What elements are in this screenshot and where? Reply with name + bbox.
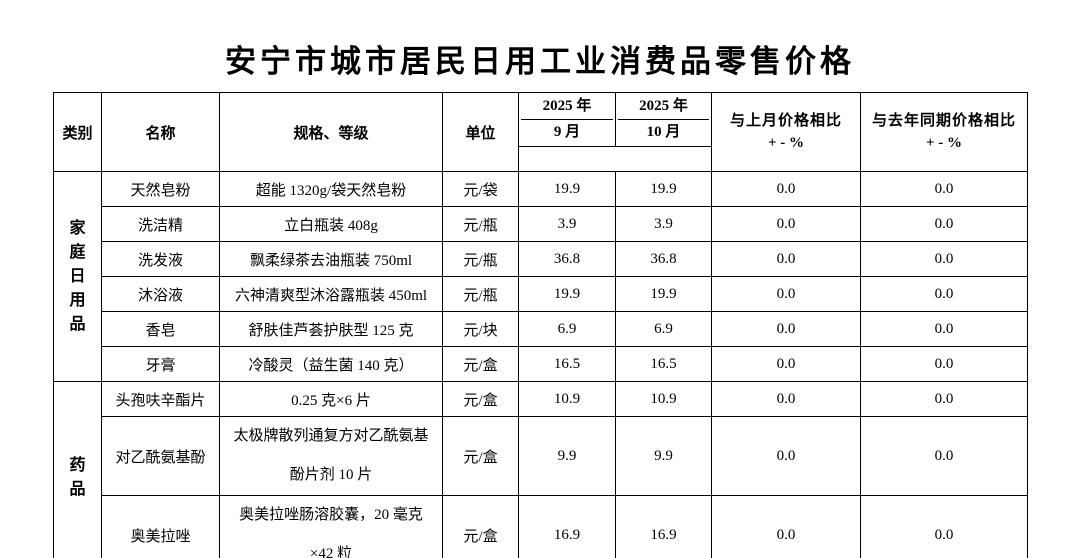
cell-mom: 0.0 (711, 206, 861, 242)
header-sep-month: 9 月 (553, 124, 581, 140)
cell-name: 奥美拉唑 (101, 495, 220, 558)
cell-price-oct: 16.9 (615, 495, 712, 558)
cell-price-sep: 19.9 (518, 276, 616, 312)
table-row: 药品 头孢呋辛酯片 0.25 克×6 片 元/盒 10.9 10.9 0.0 0… (53, 381, 1028, 558)
cell-yoy: 0.0 (860, 495, 1028, 558)
category-label: 药品 (69, 457, 86, 498)
header-name: 名称 (101, 92, 220, 172)
cell-mom: 0.0 (711, 276, 861, 312)
cell-price-sep: 19.9 (518, 171, 616, 207)
cell-spec: 0.25 克×6 片 (219, 381, 443, 417)
header-oct-2025: 2025 年 10 月 (615, 92, 712, 147)
header-row-1: 类别 名称 规格、等级 单位 2025 年 9 月 2025 年 10 月 与上… (53, 92, 1028, 172)
cell-name: 香皂 (101, 311, 220, 347)
header-vs-last-year-label: 与去年同期价格相比 (871, 113, 1016, 129)
cell-price-sep: 16.5 (518, 346, 616, 382)
cell-unit: 元/瓶 (442, 206, 519, 242)
category-cell-household: 家庭日用品 (53, 171, 102, 382)
cell-spec: 奥美拉唑肠溶胶囊，20 毫克×42 粒 (219, 495, 443, 558)
cell-price-oct: 16.5 (615, 346, 712, 382)
cell-mom: 0.0 (711, 241, 861, 277)
cell-price-sep: 3.9 (518, 206, 616, 242)
cell-unit: 元/盒 (442, 416, 519, 496)
cell-name: 对乙酰氨基酚 (101, 416, 220, 496)
header-oct-year: 2025 年 (618, 94, 709, 120)
cell-price-sep: 6.9 (518, 311, 616, 347)
cell-mom: 0.0 (711, 311, 861, 347)
cell-mom: 0.0 (711, 346, 861, 382)
header-spec: 规格、等级 (219, 92, 443, 172)
cell-price-oct: 9.9 (615, 416, 712, 496)
cell-name: 天然皂粉 (101, 171, 220, 207)
cell-mom: 0.0 (711, 416, 861, 496)
header-vs-last-year-sign: + - % (925, 135, 963, 151)
table-row: 香皂 舒肤佳芦荟护肤型 125 克 元/块 6.9 6.9 0.0 0.0 (54, 311, 1028, 347)
category-label: 家庭日用品 (69, 219, 86, 333)
header-category: 类别 (53, 92, 102, 172)
cell-price-oct: 10.9 (615, 381, 712, 417)
cell-spec: 舒肤佳芦荟护肤型 125 克 (219, 311, 443, 347)
cell-price-sep: 10.9 (518, 381, 616, 417)
header-vs-last-month-sign: + - % (767, 135, 805, 151)
cell-yoy: 0.0 (860, 206, 1028, 242)
header-vs-last-month-label: 与上月价格相比 (729, 113, 842, 129)
cell-spec: 太极牌散列通复方对乙酰氨基酚片剂 10 片 (219, 416, 443, 496)
cell-mom: 0.0 (711, 495, 861, 558)
table-row: 洗发液 飘柔绿茶去油瓶装 750ml 元/瓶 36.8 36.8 0.0 0.0 (54, 241, 1028, 277)
cell-mom: 0.0 (711, 171, 861, 207)
cell-unit: 元/块 (442, 311, 519, 347)
cell-name: 头孢呋辛酯片 (101, 381, 220, 417)
table-row: 家庭日用品 天然皂粉 超能 1320g/袋天然皂粉 元/袋 19.9 19.9 … (53, 171, 1028, 382)
cell-unit: 元/盒 (442, 346, 519, 382)
cell-name: 沐浴液 (101, 276, 220, 312)
header-sep-2025: 2025 年 9 月 (518, 92, 616, 147)
header-oct-month: 10 月 (646, 124, 681, 140)
cell-name: 洗洁精 (101, 206, 220, 242)
header-vs-last-month: 与上月价格相比 + - % (711, 92, 861, 172)
table-row: 牙膏 冷酸灵（益生菌 140 克） 元/盒 16.5 16.5 0.0 0.0 (54, 346, 1028, 382)
cell-yoy: 0.0 (860, 416, 1028, 496)
header-vs-last-year: 与去年同期价格相比 + - % (860, 92, 1028, 172)
cell-unit: 元/盒 (442, 381, 519, 417)
cell-spec: 飘柔绿茶去油瓶装 750ml (219, 241, 443, 277)
cell-unit: 元/盒 (442, 495, 519, 558)
cell-spec: 冷酸灵（益生菌 140 克） (219, 346, 443, 382)
cell-price-oct: 36.8 (615, 241, 712, 277)
cell-price-oct: 6.9 (615, 311, 712, 347)
cell-yoy: 0.0 (860, 381, 1028, 417)
cell-spec: 立白瓶装 408g (219, 206, 443, 242)
cell-unit: 元/瓶 (442, 276, 519, 312)
page-title: 安宁市城市居民日用工业消费品零售价格 (225, 44, 855, 79)
cell-mom: 0.0 (711, 381, 861, 417)
table-row: 奥美拉唑 奥美拉唑肠溶胶囊，20 毫克×42 粒 元/盒 16.9 16.9 0… (54, 495, 1028, 558)
cell-unit: 元/袋 (442, 171, 519, 207)
header-sep-year: 2025 年 (521, 94, 613, 120)
cell-name: 牙膏 (101, 346, 220, 382)
cell-name: 洗发液 (101, 241, 220, 277)
cell-yoy: 0.0 (860, 241, 1028, 277)
cell-spec: 超能 1320g/袋天然皂粉 (219, 171, 443, 207)
cell-price-sep: 9.9 (518, 416, 616, 496)
cell-price-oct: 3.9 (615, 206, 712, 242)
cell-price-oct: 19.9 (615, 276, 712, 312)
table-row: 沐浴液 六神清爽型沐浴露瓶装 450ml 元/瓶 19.9 19.9 0.0 0… (54, 276, 1028, 312)
cell-unit: 元/瓶 (442, 241, 519, 277)
cell-price-oct: 19.9 (615, 171, 712, 207)
cell-yoy: 0.0 (860, 276, 1028, 312)
cell-spec: 六神清爽型沐浴露瓶装 450ml (219, 276, 443, 312)
cell-yoy: 0.0 (860, 171, 1028, 207)
cell-yoy: 0.0 (860, 346, 1028, 382)
cell-price-sep: 36.8 (518, 241, 616, 277)
table-row: 洗洁精 立白瓶装 408g 元/瓶 3.9 3.9 0.0 0.0 (54, 206, 1028, 242)
cell-yoy: 0.0 (860, 311, 1028, 347)
cell-price-sep: 16.9 (518, 495, 616, 558)
header-unit: 单位 (442, 92, 519, 172)
category-cell-medicine: 药品 (53, 381, 102, 558)
price-table: 类别 名称 规格、等级 单位 2025 年 9 月 2025 年 10 月 与上… (53, 92, 1028, 558)
table-row: 对乙酰氨基酚 太极牌散列通复方对乙酰氨基酚片剂 10 片 元/盒 9.9 9.9… (54, 416, 1028, 496)
